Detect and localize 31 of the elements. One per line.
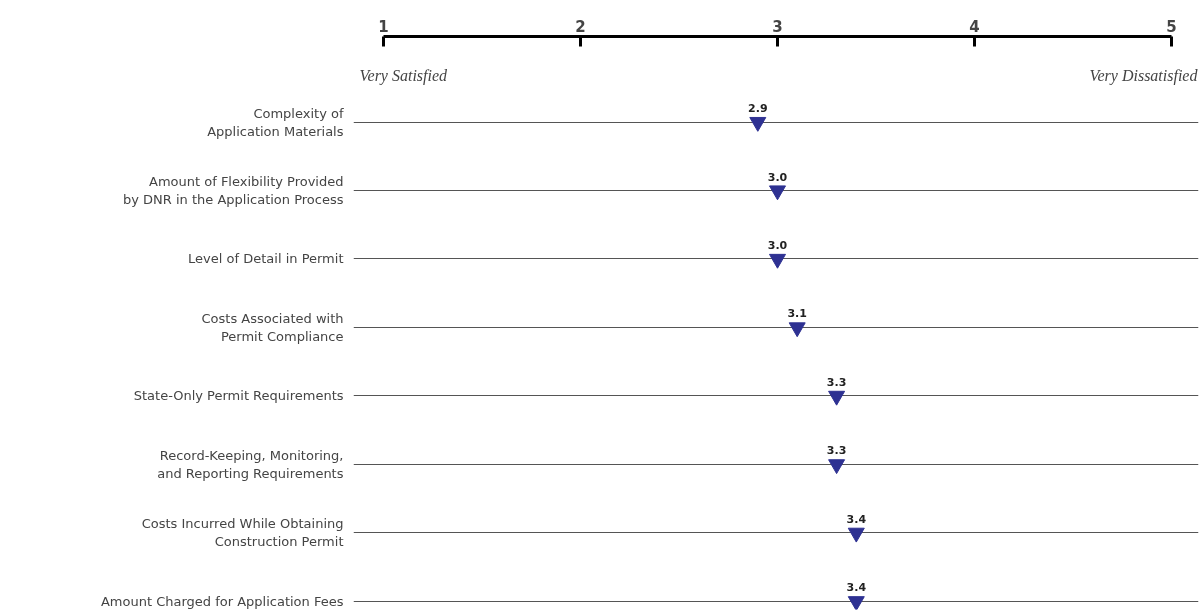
point [828, 390, 846, 406]
text: Very Dissatisfied [1089, 66, 1199, 85]
y-tick-label: Amount of Flexibility Provided by DNR in the Application Process [122, 174, 344, 208]
data-label: 3.3 [826, 375, 847, 389]
x-tick-label: 2 [575, 17, 586, 36]
y-tick-label: Complexity of Application Materials [207, 105, 344, 139]
y-tick-label: State-Only Permit Requirements [133, 388, 344, 404]
data-label: 3.3 [826, 444, 847, 458]
y-tick-label: Level of Detail in Permit [188, 251, 344, 267]
point [847, 596, 865, 610]
x-tick-label: 3 [772, 17, 783, 36]
x-tick-label: 1 [378, 17, 389, 36]
point [769, 253, 786, 269]
y-tick-label: Costs Associated with Permit Compliance [201, 310, 344, 344]
x-tick-label: 4 [969, 17, 980, 36]
data-label: 3.1 [787, 307, 807, 321]
y-tick-label: Record-Keeping, Monitoring, and Reporting Requirements [157, 447, 344, 481]
y-tick-label: Amount Charged for Application Fees [100, 593, 344, 609]
point [769, 185, 786, 201]
point [828, 459, 846, 475]
data-label: 3.4 [846, 512, 867, 526]
text: Very Satisfied [359, 66, 449, 85]
y-tick-label: Costs Incurred While Obtaining Construction Permit [141, 516, 344, 550]
point [788, 322, 806, 338]
point [749, 116, 767, 132]
point [847, 527, 865, 543]
data-label: 3.4 [846, 581, 867, 595]
x-tick-label: 5 [1166, 17, 1177, 36]
data-label: 2.9 [748, 102, 768, 116]
data-label: 3.0 [767, 170, 788, 184]
data-label: 3.0 [767, 238, 788, 252]
